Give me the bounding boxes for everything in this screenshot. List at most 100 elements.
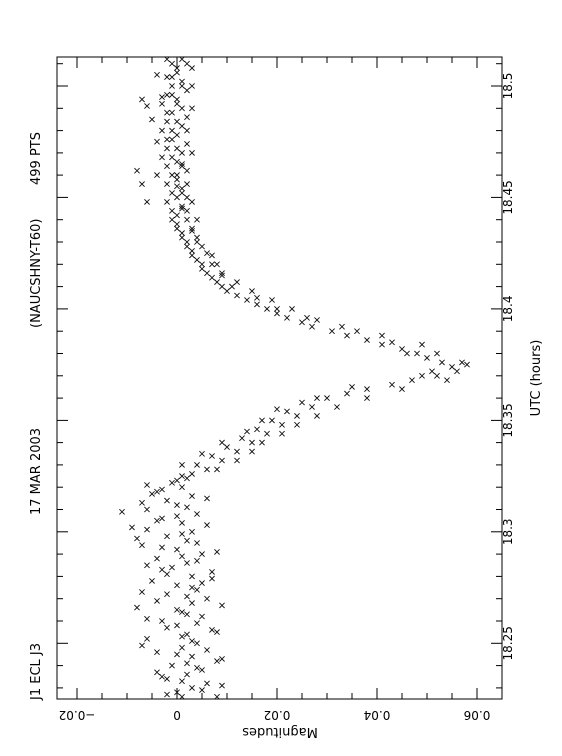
data-point <box>199 613 205 620</box>
data-point <box>204 270 210 277</box>
data-point <box>169 91 175 98</box>
data-point <box>214 466 220 473</box>
data-point <box>364 395 370 402</box>
data-point <box>189 105 195 112</box>
data-point <box>174 502 180 509</box>
data-point <box>184 243 190 250</box>
data-point <box>219 655 225 662</box>
y-tick-label: 0.04 <box>364 708 391 722</box>
data-point <box>214 261 220 268</box>
data-point <box>259 439 265 446</box>
data-point <box>169 662 175 669</box>
data-point <box>154 488 160 495</box>
data-point <box>189 247 195 254</box>
data-point <box>139 96 145 103</box>
data-point <box>429 368 435 375</box>
data-point <box>279 430 285 437</box>
data-point <box>414 350 420 357</box>
data-point <box>184 504 190 511</box>
data-point <box>209 453 215 459</box>
data-point <box>164 571 170 578</box>
data-point <box>179 203 185 210</box>
data-point <box>389 381 395 388</box>
data-point <box>189 584 195 591</box>
data-point <box>179 56 185 63</box>
data-point <box>189 573 195 580</box>
data-point <box>329 328 335 335</box>
data-point <box>144 635 150 642</box>
data-point <box>399 346 405 352</box>
title-group: J1 ECL J3 17 MAR 2003 (NAUCSHNY-T60) 499… <box>29 132 44 701</box>
data-point <box>194 511 200 517</box>
data-point <box>164 691 170 698</box>
data-point <box>194 640 200 647</box>
data-point <box>134 604 140 611</box>
data-point <box>184 127 190 134</box>
data-point <box>314 317 320 323</box>
data-point <box>184 194 190 201</box>
data-point <box>204 647 210 653</box>
data-point <box>189 493 195 500</box>
data-point <box>184 216 190 223</box>
data-point <box>174 65 180 72</box>
data-point <box>314 412 320 419</box>
data-point <box>174 172 180 179</box>
data-point <box>219 283 225 290</box>
data-point <box>189 149 195 156</box>
data-point <box>174 582 180 589</box>
data-point <box>344 332 350 339</box>
data-point <box>179 473 185 480</box>
data-point <box>144 198 150 205</box>
data-point <box>179 519 185 526</box>
data-point <box>174 606 180 613</box>
data-point <box>169 109 175 116</box>
data-point <box>184 207 190 214</box>
data-point <box>189 83 195 89</box>
data-point <box>389 339 395 346</box>
data-point <box>194 216 200 223</box>
data-point <box>459 359 465 366</box>
data-point <box>169 216 175 223</box>
data-point <box>219 602 225 609</box>
data-point <box>159 127 165 134</box>
data-point <box>169 479 175 486</box>
data-point <box>189 653 195 660</box>
data-point <box>134 535 140 542</box>
data-point <box>174 145 180 152</box>
title-observatory: (NAUCSHNY-T60) <box>29 219 44 328</box>
data-point <box>209 252 215 259</box>
data-point <box>214 279 220 286</box>
data-point <box>244 297 250 303</box>
data-point <box>164 136 170 143</box>
data-point <box>304 314 310 321</box>
data-point <box>204 595 210 602</box>
data-point <box>189 225 195 232</box>
data-point <box>449 363 455 370</box>
y-tick-label: 0 <box>173 708 181 722</box>
data-point <box>354 328 360 335</box>
data-point <box>174 194 180 201</box>
data-point <box>119 508 125 515</box>
data-point <box>234 457 240 464</box>
data-point <box>219 439 225 446</box>
data-point <box>159 544 165 551</box>
data-point <box>189 684 195 691</box>
data-point <box>174 176 180 183</box>
data-point <box>169 172 175 179</box>
data-point <box>179 163 185 170</box>
data-point <box>184 537 190 544</box>
data-point <box>179 461 185 468</box>
data-point <box>219 270 225 277</box>
data-point <box>139 181 145 188</box>
data-point <box>164 74 170 81</box>
data-point <box>194 461 200 468</box>
data-point <box>204 250 210 257</box>
data-point <box>409 377 415 384</box>
data-point <box>159 154 165 161</box>
data-point <box>164 118 170 125</box>
data-point <box>299 319 305 326</box>
data-point <box>174 622 180 629</box>
data-point <box>184 181 190 188</box>
data-point <box>189 528 195 535</box>
data-point <box>174 689 180 696</box>
